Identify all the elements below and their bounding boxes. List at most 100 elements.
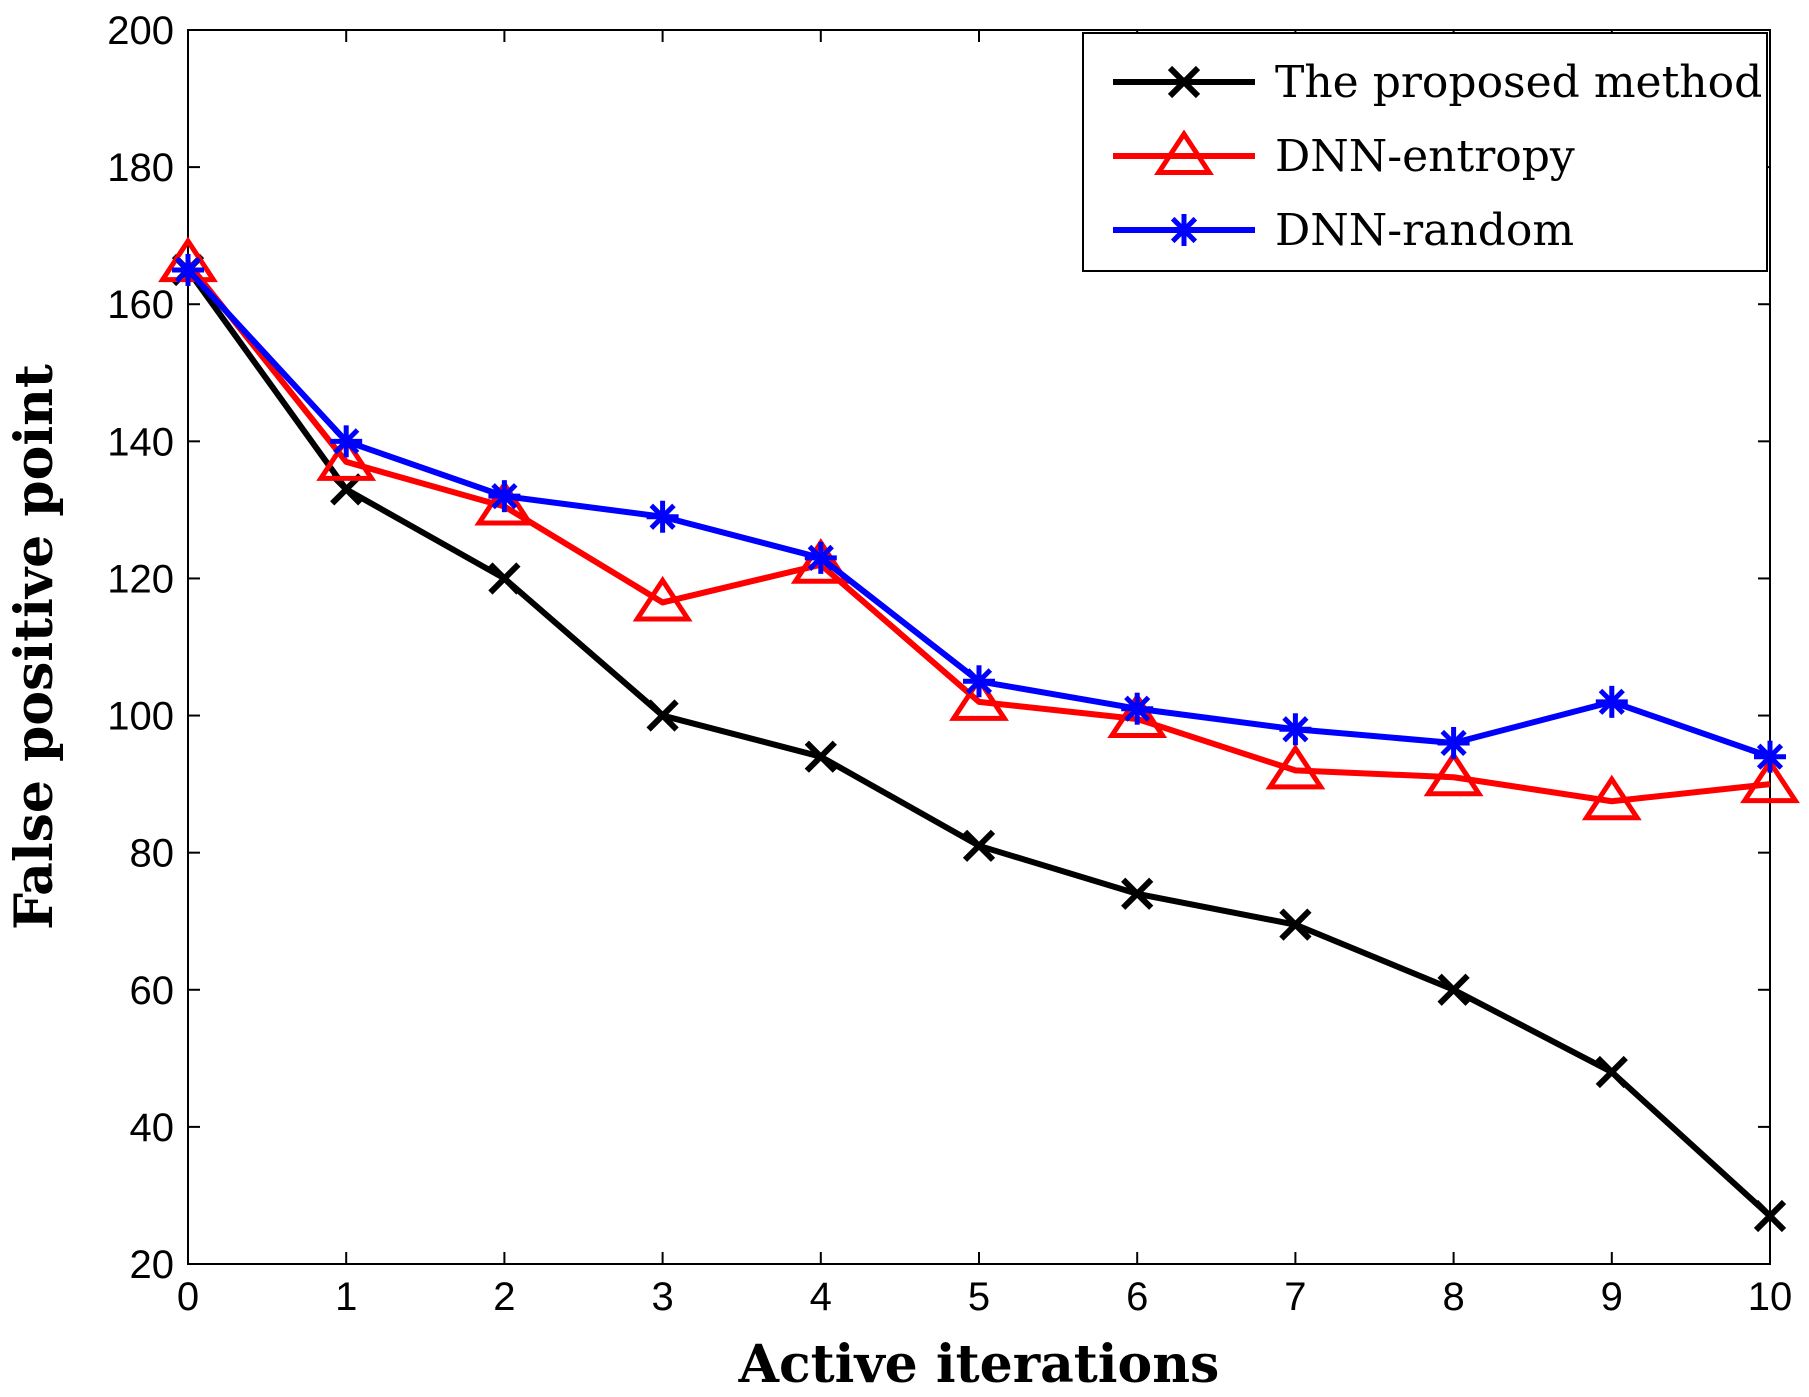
data-point — [804, 541, 837, 574]
data-point — [1754, 740, 1786, 773]
y-axis-title: False positive point — [4, 364, 65, 930]
marker-stroke — [649, 503, 676, 530]
marker-stroke — [1598, 688, 1625, 715]
marker-triangle — [790, 538, 851, 584]
x-tick-label: 8 — [1442, 1275, 1464, 1319]
data-point — [330, 425, 363, 458]
data-point — [1265, 743, 1326, 790]
data-point — [316, 435, 377, 481]
legend-entry: The proposed method — [1113, 57, 1762, 108]
marker-stroke — [1279, 908, 1312, 941]
data-point — [488, 562, 521, 595]
series-layer — [158, 236, 1800, 1233]
marker-stroke — [333, 428, 360, 455]
legend-entry: DNN-entropy — [1113, 129, 1575, 182]
marker-stroke — [807, 544, 834, 571]
data-point — [1107, 692, 1168, 738]
data-point — [1279, 908, 1312, 941]
data-point — [804, 740, 837, 773]
data-point — [474, 479, 535, 526]
data-point — [646, 500, 679, 533]
marker-triangle — [1740, 757, 1800, 804]
data-point — [646, 699, 679, 732]
marker-stroke — [174, 256, 202, 284]
marker-triangle — [632, 575, 693, 622]
legend-label: DNN-entropy — [1275, 131, 1575, 182]
marker-stroke — [962, 829, 996, 862]
data-point — [1595, 685, 1628, 718]
y-tick-label: 40 — [130, 1106, 175, 1150]
series-line — [185, 261, 1771, 805]
legend: The proposed method DNN-entropy DNN-random — [1082, 32, 1768, 272]
data-point — [1423, 750, 1484, 797]
marker-triangle — [1265, 743, 1326, 790]
legend-label: The proposed method — [1275, 57, 1762, 108]
x-tick-label: 6 — [1126, 1275, 1148, 1319]
data-point — [1167, 65, 1201, 99]
marker-triangle — [1154, 129, 1214, 175]
x-tick-label: 0 — [177, 1275, 199, 1319]
marker-triangle — [1423, 750, 1484, 797]
marker-stroke — [491, 483, 518, 510]
data-point — [1279, 713, 1312, 746]
marker-stroke — [1121, 877, 1154, 910]
marker-stroke — [1753, 1199, 1787, 1233]
x-tick-label: 10 — [1748, 1275, 1793, 1319]
marker-stroke — [965, 668, 993, 695]
marker-triangle — [1581, 774, 1642, 821]
data-point — [1437, 973, 1470, 1006]
marker-triangle — [316, 435, 377, 481]
y-tick-label: 120 — [107, 557, 174, 601]
data-point — [172, 253, 204, 286]
x-tick-label: 2 — [493, 1275, 515, 1319]
marker-stroke — [1756, 743, 1784, 770]
y-tick-label: 80 — [130, 832, 175, 876]
marker-stroke — [1170, 216, 1198, 244]
marker-stroke — [1167, 65, 1201, 99]
data-point — [488, 480, 521, 513]
y-tick-label: 200 — [107, 9, 174, 53]
marker-stroke — [1437, 973, 1470, 1006]
data-point — [1121, 877, 1154, 910]
x-tick-label: 3 — [651, 1275, 673, 1319]
data-point — [1121, 692, 1154, 725]
legend-entry: DNN-random — [1113, 205, 1574, 256]
y-tick-label: 20 — [130, 1243, 175, 1287]
data-point — [1740, 757, 1800, 804]
data-point — [963, 665, 995, 698]
marker-stroke — [804, 740, 837, 773]
x-tick-label: 7 — [1284, 1275, 1306, 1319]
legend-label: DNN-random — [1275, 205, 1574, 256]
y-tick-label: 140 — [107, 420, 174, 464]
marker-stroke — [1595, 1055, 1628, 1089]
data-point — [1753, 1199, 1787, 1233]
data-point — [790, 538, 851, 584]
marker-stroke — [646, 699, 679, 732]
x-tick-label: 5 — [968, 1275, 990, 1319]
x-tick-label: 4 — [810, 1275, 832, 1319]
y-tick-label: 100 — [107, 695, 174, 739]
marker-triangle — [949, 675, 1009, 721]
data-point — [1437, 726, 1470, 759]
data-point — [1168, 214, 1200, 246]
series-dnn-random — [172, 253, 1786, 773]
data-point — [949, 675, 1009, 721]
y-tick-label: 60 — [130, 969, 175, 1013]
marker-stroke — [1124, 695, 1151, 722]
x-tick-label: 9 — [1601, 1275, 1623, 1319]
marker-triangle — [1107, 692, 1168, 738]
series-dnn-entropy — [158, 236, 1800, 821]
x-tick-label: 1 — [335, 1275, 357, 1319]
y-tick-label: 160 — [107, 283, 174, 327]
y-tick-label: 180 — [107, 146, 174, 190]
data-point — [1154, 129, 1214, 175]
marker-stroke — [1282, 716, 1309, 743]
data-point — [632, 575, 693, 622]
data-point — [1581, 774, 1642, 821]
marker-triangle — [474, 479, 535, 526]
data-point — [962, 829, 996, 862]
data-point — [1595, 1055, 1628, 1089]
axis-ticks: 0 1 2 3 4 5 6 7 8 9 10 20 40 60 80 100 120 140 160 180 200 — [107, 9, 1792, 1319]
x-axis-title: Active iterations — [738, 1334, 1220, 1395]
